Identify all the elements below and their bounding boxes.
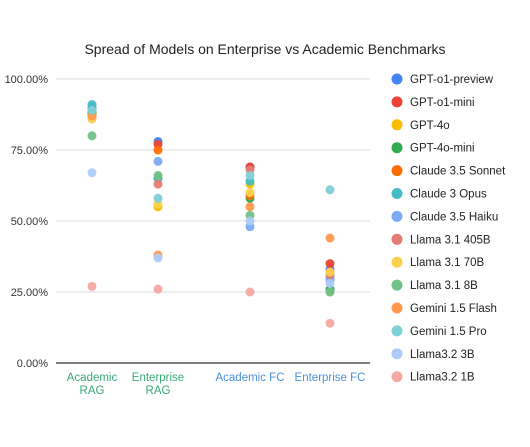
data-point — [325, 233, 335, 243]
legend-label: Claude 3 Opus — [410, 189, 487, 201]
legend-marker — [391, 210, 403, 222]
legend-item: Llama 3.1 405B — [391, 233, 491, 246]
y-tick-label: 0.00% — [17, 358, 48, 370]
data-point — [153, 171, 163, 181]
data-point — [325, 185, 335, 195]
legend: GPT-o1-preview GPT-o1-mini GPT-4o GPT-4o-mi… — [391, 73, 506, 384]
legend-item: Llama 3.1 70B — [391, 256, 484, 269]
y-axis-ticks: 0.00% 25.00% 50.00% 75.00% 100.00% — [5, 74, 49, 370]
y-tick-label: 100.00% — [5, 74, 49, 86]
data-point — [325, 267, 335, 277]
data-point — [153, 145, 163, 155]
legend-marker — [391, 119, 403, 131]
legend-marker — [391, 188, 403, 199]
grid-lines — [56, 78, 370, 364]
legend-label: Llama3.2 1B — [410, 372, 475, 384]
legend-item: GPT-4o-mini — [391, 142, 475, 155]
y-tick-label: 75.00% — [11, 145, 49, 157]
data-point — [325, 259, 335, 269]
legend-item: Gemini 1.5 Pro — [391, 325, 487, 338]
legend-label: GPT-o1-mini — [410, 97, 475, 109]
legend-item: GPT-o1-preview — [391, 73, 494, 86]
data-point — [87, 168, 97, 178]
legend-marker — [391, 302, 403, 314]
legend-label: Claude 3.5 Sonnet — [410, 166, 506, 178]
legend-label: Gemini 1.5 Flash — [410, 303, 497, 315]
legend-label: GPT-4o — [410, 120, 450, 132]
data-point — [153, 253, 163, 263]
x-axis-ticks: Academic RAG Enterprise RAG Academic FC Enter… — [67, 372, 366, 397]
legend-marker — [391, 279, 403, 291]
legend-marker — [391, 142, 403, 154]
data-point — [153, 156, 163, 166]
data-point — [87, 281, 97, 291]
legend-label: Llama 3.1 70B — [410, 257, 484, 269]
data-point — [245, 171, 255, 181]
legend-item: Llama 3.1 8B — [391, 279, 478, 292]
legend-label: Llama 3.1 405B — [410, 234, 491, 246]
x-tick-label: Enterprise FC — [295, 372, 366, 384]
legend-marker — [391, 256, 403, 268]
x-tick-label: Academic FC — [215, 372, 284, 384]
legend-marker — [391, 73, 403, 85]
legend-marker — [391, 233, 403, 245]
x-tick-label: Academic RAG — [67, 372, 118, 397]
legend-label: GPT-4o-mini — [410, 143, 475, 155]
legend-marker — [391, 96, 403, 108]
data-points — [87, 100, 335, 328]
legend-item: Claude 3.5 Haiku — [391, 210, 498, 223]
legend-label: Gemini 1.5 Pro — [410, 326, 487, 338]
legend-item: Llama3.2 1B — [391, 371, 475, 384]
chart-title: Spread of Models on Enterprise vs Academ… — [84, 41, 445, 57]
data-point — [245, 188, 255, 198]
x-tick-label: Enterprise RAG — [132, 372, 184, 397]
legend-label: Llama3.2 3B — [410, 349, 475, 361]
data-point — [325, 287, 335, 297]
data-point — [87, 131, 97, 141]
legend-marker — [391, 325, 403, 337]
data-point — [325, 318, 335, 328]
legend-marker — [391, 348, 403, 360]
legend-marker — [391, 371, 403, 383]
data-point — [325, 278, 335, 288]
legend-item: GPT-o1-mini — [391, 96, 475, 109]
legend-item: Claude 3 Opus — [391, 188, 487, 201]
y-tick-label: 25.00% — [11, 287, 49, 299]
data-point — [245, 287, 255, 297]
legend-item: Claude 3.5 Sonnet — [391, 165, 506, 178]
data-point — [87, 105, 97, 115]
legend-item: Llama3.2 3B — [391, 348, 475, 361]
data-point — [245, 202, 255, 212]
legend-label: Claude 3.5 Haiku — [410, 211, 498, 223]
legend-label: GPT-o1-preview — [410, 74, 494, 86]
legend-item: GPT-4o — [391, 119, 450, 132]
legend-marker — [391, 165, 403, 177]
y-tick-label: 50.00% — [11, 216, 49, 228]
legend-item: Gemini 1.5 Flash — [391, 302, 497, 315]
data-point — [153, 193, 163, 203]
legend-label: Llama 3.1 8B — [410, 280, 478, 292]
data-point — [153, 284, 163, 294]
data-point — [245, 216, 255, 226]
data-point — [153, 179, 163, 189]
